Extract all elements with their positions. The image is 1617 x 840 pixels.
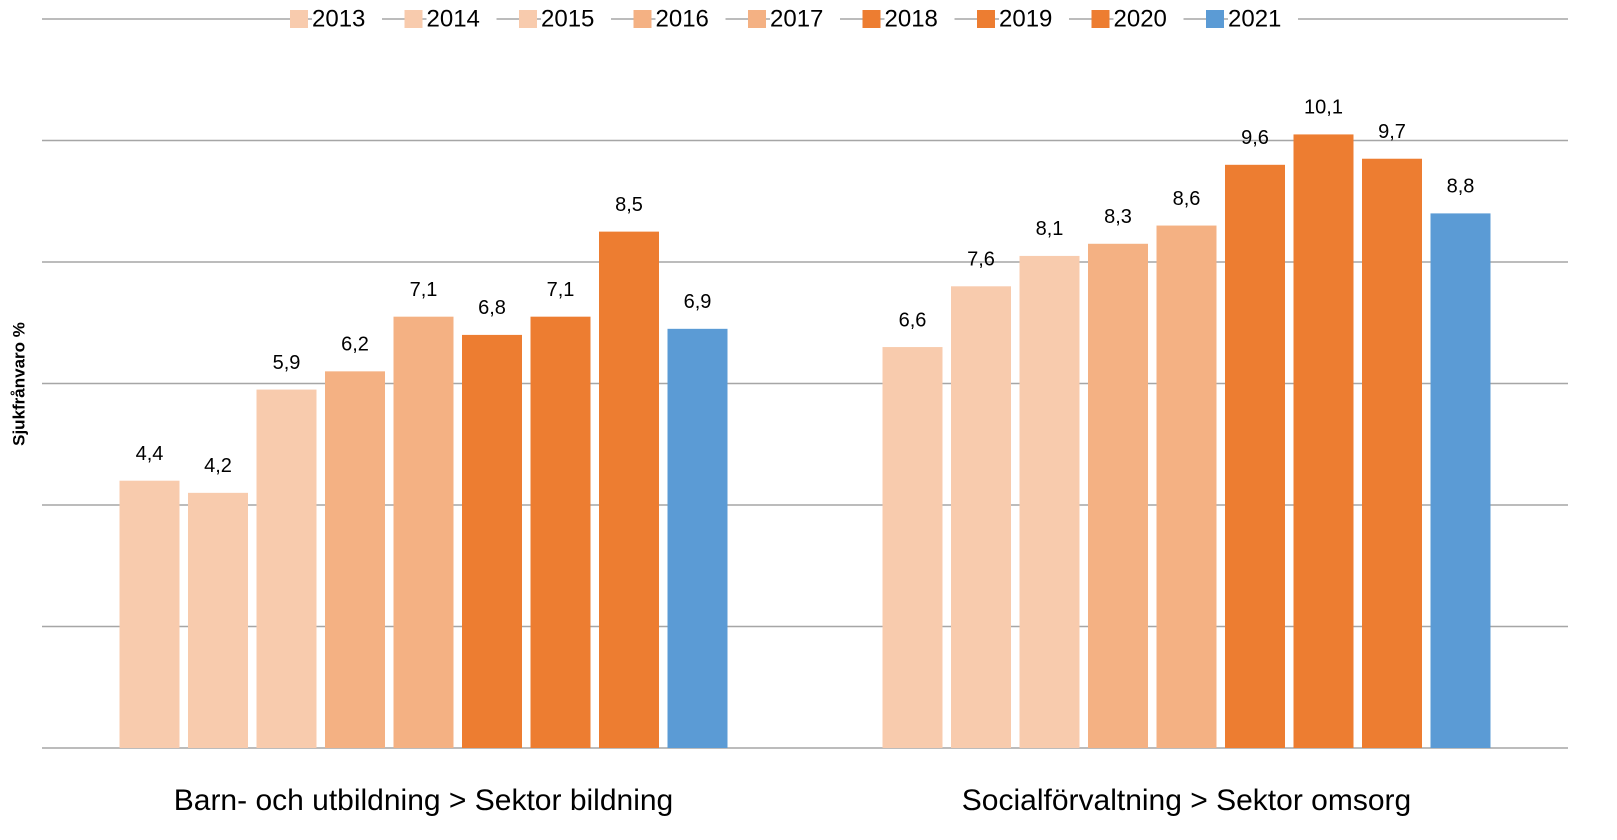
data-label: 10,1: [1304, 97, 1343, 119]
data-label: 8,1: [1036, 218, 1064, 240]
data-label: 6,9: [684, 291, 712, 313]
data-label: 4,2: [204, 455, 232, 477]
legend-label: 2014: [427, 5, 480, 32]
bar: [1156, 225, 1217, 749]
legend-bg: [770, 7, 840, 31]
data-label: 8,8: [1447, 176, 1475, 198]
bar: [1019, 255, 1080, 749]
legend-label: 2019: [999, 5, 1052, 32]
legend-swatch: [290, 10, 308, 28]
bar: [1362, 158, 1422, 749]
bar: [325, 371, 385, 748]
bar: [530, 316, 591, 748]
data-label: 9,6: [1241, 127, 1269, 149]
legend-swatch: [748, 10, 766, 28]
legend-swatch: [862, 10, 881, 28]
legend-bg: [1113, 7, 1184, 31]
legend-swatch: [977, 10, 995, 28]
data-label: 6,6: [899, 309, 927, 331]
x-tick-label: Socialförvaltning > Sektor omsorg: [962, 784, 1411, 817]
bar: [256, 389, 317, 748]
legend-bg: [1228, 7, 1298, 31]
legend-label: 2013: [312, 5, 365, 32]
y-axis-label: Sjukfrånvaro %: [9, 322, 28, 446]
data-label: 8,6: [1173, 188, 1201, 210]
bar: [188, 492, 248, 748]
bar: [667, 328, 728, 748]
legend-swatch: [404, 10, 423, 28]
legend-bg: [884, 7, 955, 31]
data-label: 5,9: [273, 352, 301, 374]
bar: [1088, 243, 1148, 748]
legend-bg: [426, 7, 497, 31]
legend-bg: [999, 7, 1069, 31]
data-label: 7,1: [547, 279, 575, 301]
legend-bg: [655, 7, 726, 31]
legend-label: 2015: [541, 5, 594, 32]
data-label: 4,4: [136, 443, 164, 465]
legend-label: 2020: [1114, 5, 1167, 32]
bar: [1430, 213, 1491, 748]
data-label: 8,5: [615, 194, 643, 216]
data-label: 6,8: [478, 297, 506, 319]
legend-label: 2017: [770, 5, 823, 32]
bar: [119, 480, 180, 748]
legend-swatch: [1206, 10, 1224, 28]
legend-label: 2021: [1228, 5, 1281, 32]
legend-swatch: [1091, 10, 1110, 28]
legend-bg: [312, 7, 382, 31]
bar: [951, 286, 1011, 748]
x-tick-label: Barn- och utbildning > Sektor bildning: [174, 784, 673, 817]
legend-label: 2016: [656, 5, 709, 32]
bar: [462, 334, 522, 748]
legend-bg: [541, 7, 611, 31]
bar: [599, 231, 659, 748]
data-label: 6,2: [341, 334, 369, 356]
legend-swatch: [519, 10, 537, 28]
bar: [882, 347, 943, 748]
bar: [1225, 164, 1285, 749]
data-label: 7,1: [410, 279, 438, 301]
data-label: 9,7: [1378, 121, 1406, 143]
legend-label: 2018: [885, 5, 938, 32]
data-label: 7,6: [967, 249, 995, 271]
legend-swatch: [633, 10, 652, 28]
bar: [393, 316, 454, 748]
data-label: 8,3: [1104, 206, 1132, 228]
bar: [1293, 134, 1354, 749]
